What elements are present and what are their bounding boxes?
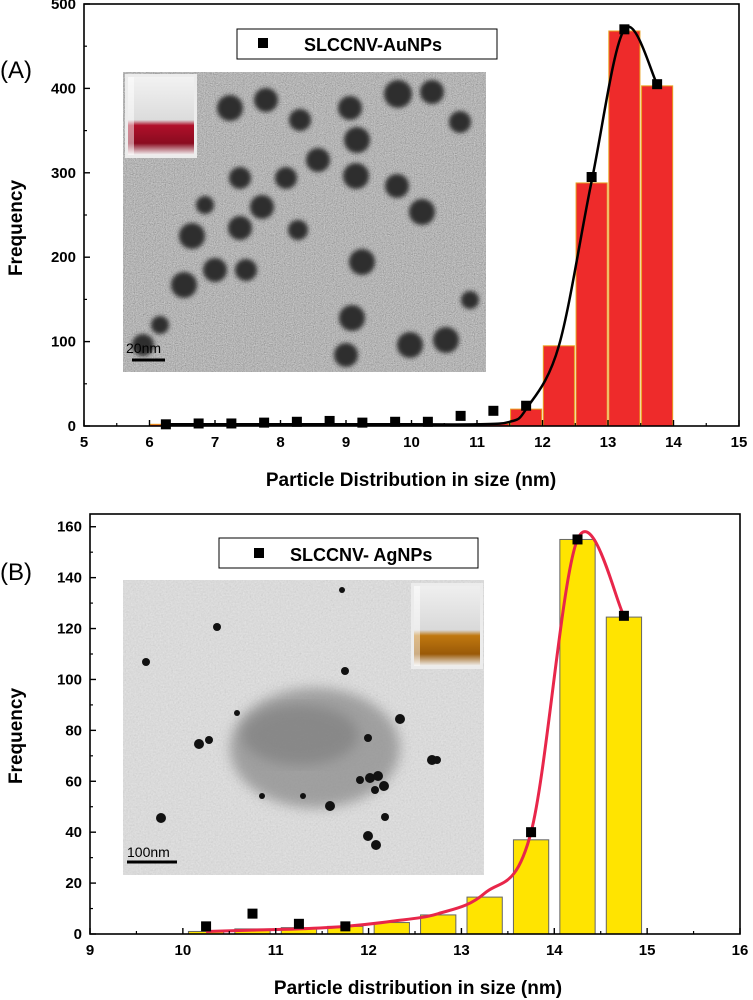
marker-a-14 bbox=[652, 79, 663, 90]
x-tick-label-a-7: 12 bbox=[534, 434, 551, 451]
x-tick-label-a-2: 7 bbox=[211, 434, 219, 451]
marker-b-4 bbox=[526, 827, 537, 838]
x-axis-label-a: Particle Distribution in size (nm) bbox=[266, 470, 556, 491]
marker-b-2 bbox=[293, 918, 304, 929]
bars-a bbox=[149, 30, 674, 427]
x-tick-label-a-6: 11 bbox=[469, 434, 485, 451]
marker-a-1 bbox=[193, 418, 204, 429]
marker-a-4 bbox=[291, 416, 302, 427]
y-tick-label-b-8: 160 bbox=[57, 519, 82, 536]
x-tick-label-b-5: 14 bbox=[546, 942, 563, 959]
legend-label-a: SLCCNV-AuNPs bbox=[304, 35, 442, 55]
y-tick-label-b-1: 20 bbox=[65, 875, 82, 892]
marker-a-9 bbox=[455, 410, 466, 421]
marker-a-13 bbox=[619, 24, 630, 35]
legend-marker-a bbox=[258, 38, 268, 48]
x-tick-label-b-2: 11 bbox=[268, 942, 284, 959]
bars-b bbox=[187, 538, 643, 935]
panel-b: 100nm 9 10 11 12 13 14 15 16 0 20 40 60 80 100 120 140… bbox=[0, 513, 749, 999]
bar-a-15 bbox=[641, 85, 674, 427]
marker-a-2 bbox=[226, 418, 237, 429]
x-tick-label-b-3: 12 bbox=[360, 942, 377, 959]
marker-b-1 bbox=[247, 908, 258, 919]
marker-a-10 bbox=[488, 405, 499, 416]
marker-a-7 bbox=[390, 416, 401, 427]
y-tick-label-b-2: 40 bbox=[65, 824, 82, 841]
y-axis-label-a: Frequency bbox=[6, 180, 27, 277]
marker-a-6 bbox=[357, 417, 368, 428]
marker-b-0 bbox=[201, 921, 212, 932]
marker-a-0 bbox=[160, 419, 171, 430]
marker-a-5 bbox=[324, 415, 335, 426]
nanoparticles-b bbox=[142, 587, 441, 850]
y-ticks-a: 0 100 200 300 400 500 bbox=[51, 0, 90, 435]
y-tick-label-a-0: 0 bbox=[68, 418, 76, 435]
y-ticks-b: 0 20 40 60 80 100 120 140 160 bbox=[57, 519, 96, 943]
y-tick-label-a-5: 500 bbox=[51, 0, 76, 13]
y-tick-label-b-4: 80 bbox=[65, 722, 82, 739]
y-tick-label-b-0: 0 bbox=[74, 926, 82, 943]
inset-tem-image-b: 100nm bbox=[123, 580, 484, 875]
y-tick-label-a-4: 400 bbox=[51, 80, 76, 97]
bar-b-9 bbox=[605, 616, 643, 935]
scale-bar-label-a: 20nm bbox=[126, 340, 161, 356]
x-tick-label-a-9: 14 bbox=[665, 434, 682, 451]
panel-label-b: (B) bbox=[0, 559, 32, 586]
x-tick-label-b-4: 13 bbox=[453, 942, 470, 959]
vial-photo-a bbox=[125, 74, 197, 158]
x-tick-label-b-7: 16 bbox=[732, 942, 749, 959]
y-tick-label-a-3: 300 bbox=[51, 165, 76, 182]
x-ticks-b: 9 10 11 12 13 14 15 16 bbox=[86, 928, 749, 959]
x-ticks-a: 5 6 7 8 9 10 11 12 13 14 15 bbox=[80, 420, 748, 451]
x-tick-label-a-8: 13 bbox=[600, 434, 617, 451]
bar-b-8 bbox=[559, 538, 596, 935]
nanoparticles-a bbox=[132, 80, 479, 367]
y-tick-label-a-2: 200 bbox=[51, 249, 76, 266]
vial-photo-b bbox=[411, 583, 483, 669]
marker-b-6 bbox=[618, 610, 629, 621]
fit-curve-b bbox=[206, 530, 626, 933]
inset-tem-image-a: 20nm bbox=[123, 72, 486, 372]
x-tick-label-a-10: 15 bbox=[731, 434, 748, 451]
marker-a-11 bbox=[521, 400, 532, 411]
x-tick-label-b-0: 9 bbox=[86, 942, 94, 959]
y-tick-label-b-3: 60 bbox=[65, 773, 82, 790]
points-a bbox=[160, 24, 663, 430]
x-tick-label-a-3: 8 bbox=[276, 434, 284, 451]
scale-bar-a: 20nm bbox=[126, 340, 165, 362]
y-axis-label-b: Frequency bbox=[6, 688, 27, 785]
panel-label-a: (A) bbox=[0, 57, 32, 84]
marker-a-12 bbox=[586, 172, 597, 183]
legend-a: SLCCNV-AuNPs bbox=[236, 28, 498, 60]
bar-a-11 bbox=[510, 408, 543, 427]
points-b bbox=[201, 534, 629, 932]
scale-bar-b: 100nm bbox=[127, 844, 177, 864]
bar-a-12 bbox=[542, 345, 575, 427]
y-tick-label-b-6: 120 bbox=[57, 621, 82, 638]
scale-bar-label-b: 100nm bbox=[127, 844, 170, 860]
x-axis-label-b: Particle distribution in size (nm) bbox=[274, 978, 562, 999]
legend-b: SLCCNV- AgNPs bbox=[218, 537, 479, 569]
x-tick-label-b-1: 10 bbox=[175, 942, 192, 959]
bar-a-13 bbox=[575, 182, 608, 427]
y-tick-label-a-1: 100 bbox=[51, 334, 76, 351]
panel-a: 20nm 5 6 7 8 9 10 11 12 13 14 15 0100200300400500 … bbox=[0, 0, 747, 491]
x-tick-label-a-0: 5 bbox=[80, 434, 88, 451]
marker-b-3 bbox=[340, 921, 351, 932]
marker-a-3 bbox=[259, 417, 270, 428]
legend-marker-b bbox=[254, 548, 264, 558]
bar-a-14 bbox=[608, 30, 641, 427]
curve-b bbox=[206, 530, 626, 933]
x-tick-label-a-1: 6 bbox=[145, 434, 153, 451]
marker-b-5 bbox=[572, 534, 583, 545]
bar-b-7 bbox=[512, 839, 550, 935]
x-tick-label-a-5: 10 bbox=[403, 434, 420, 451]
y-tick-label-b-7: 140 bbox=[57, 570, 82, 587]
x-tick-label-b-6: 15 bbox=[639, 942, 656, 959]
x-tick-label-a-4: 9 bbox=[342, 434, 350, 451]
y-tick-label-b-5: 100 bbox=[57, 671, 82, 688]
legend-label-b: SLCCNV- AgNPs bbox=[290, 545, 432, 565]
marker-a-8 bbox=[422, 416, 433, 427]
